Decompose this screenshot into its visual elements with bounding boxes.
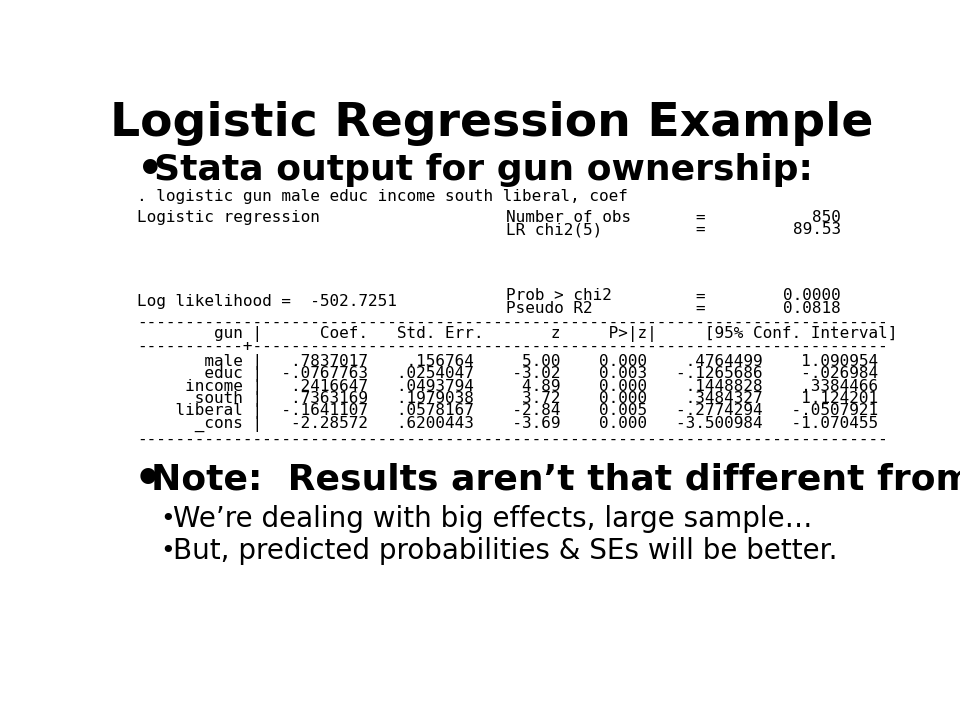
- Text: Log likelihood =  -502.7251: Log likelihood = -502.7251: [137, 294, 396, 310]
- Text: •: •: [137, 148, 163, 191]
- Text: ------------------------------------------------------------------------------: ----------------------------------------…: [137, 431, 888, 446]
- Text: =: =: [695, 301, 705, 315]
- Text: Prob > chi2: Prob > chi2: [506, 288, 612, 303]
- Text: liberal |  -.1641107   .0578167    -2.84    0.005   -.2774294   -.0507921: liberal | -.1641107 .0578167 -2.84 0.005…: [137, 403, 878, 419]
- Text: Note:  Results aren’t that different from LPM: Note: Results aren’t that different from…: [151, 462, 960, 496]
- Text: =: =: [695, 222, 705, 237]
- Text: ------------------------------------------------------------------------------: ----------------------------------------…: [137, 315, 888, 330]
- Text: Stata output for gun ownership:: Stata output for gun ownership:: [155, 153, 813, 186]
- Text: 850: 850: [812, 210, 841, 225]
- Text: LR chi2(5): LR chi2(5): [506, 222, 602, 237]
- Text: 0.0818: 0.0818: [783, 301, 841, 315]
- Text: •: •: [134, 458, 162, 500]
- Text: income |   .2416647   .0493794     4.89    0.000    .1448828    .3384466: income | .2416647 .0493794 4.89 0.000 .1…: [137, 379, 878, 395]
- Text: =: =: [695, 288, 705, 303]
- Text: . logistic gun male educ income south liberal, coef: . logistic gun male educ income south li…: [137, 189, 628, 204]
- Text: 0.0000: 0.0000: [783, 288, 841, 303]
- Text: But, predicted probabilities & SEs will be better.: But, predicted probabilities & SEs will …: [173, 537, 837, 565]
- Text: •: •: [160, 507, 175, 531]
- Text: Logistic regression: Logistic regression: [137, 210, 320, 225]
- Text: gun |      Coef.   Std. Err.       z     P>|z|     [95% Conf. Interval]: gun | Coef. Std. Err. z P>|z| [95% Conf.…: [137, 326, 898, 342]
- Text: =: =: [695, 210, 705, 225]
- Text: male |   .7837017    .156764     5.00    0.000    .4764499    1.090954: male | .7837017 .156764 5.00 0.000 .4764…: [137, 354, 878, 370]
- Text: •: •: [160, 539, 175, 564]
- Text: Pseudo R2: Pseudo R2: [506, 301, 592, 315]
- Text: We’re dealing with big effects, large sample…: We’re dealing with big effects, large sa…: [173, 505, 812, 533]
- Text: -----------+------------------------------------------------------------------: -----------+----------------------------…: [137, 339, 888, 354]
- Text: Logistic Regression Example: Logistic Regression Example: [110, 101, 874, 146]
- Text: Number of obs: Number of obs: [506, 210, 631, 225]
- Text: _cons |   -2.28572   .6200443    -3.69    0.000   -3.500984   -1.070455: _cons | -2.28572 .6200443 -3.69 0.000 -3…: [137, 415, 878, 432]
- Text: south |   .7363169   .1979038     3.72    0.000    .3484327    1.124201: south | .7363169 .1979038 3.72 0.000 .34…: [137, 391, 878, 407]
- Text: educ |  -.0767763   .0254047    -3.02    0.003   -.1265686    -.026984: educ | -.0767763 .0254047 -3.02 0.003 -.…: [137, 366, 878, 382]
- Text: 89.53: 89.53: [793, 222, 841, 237]
